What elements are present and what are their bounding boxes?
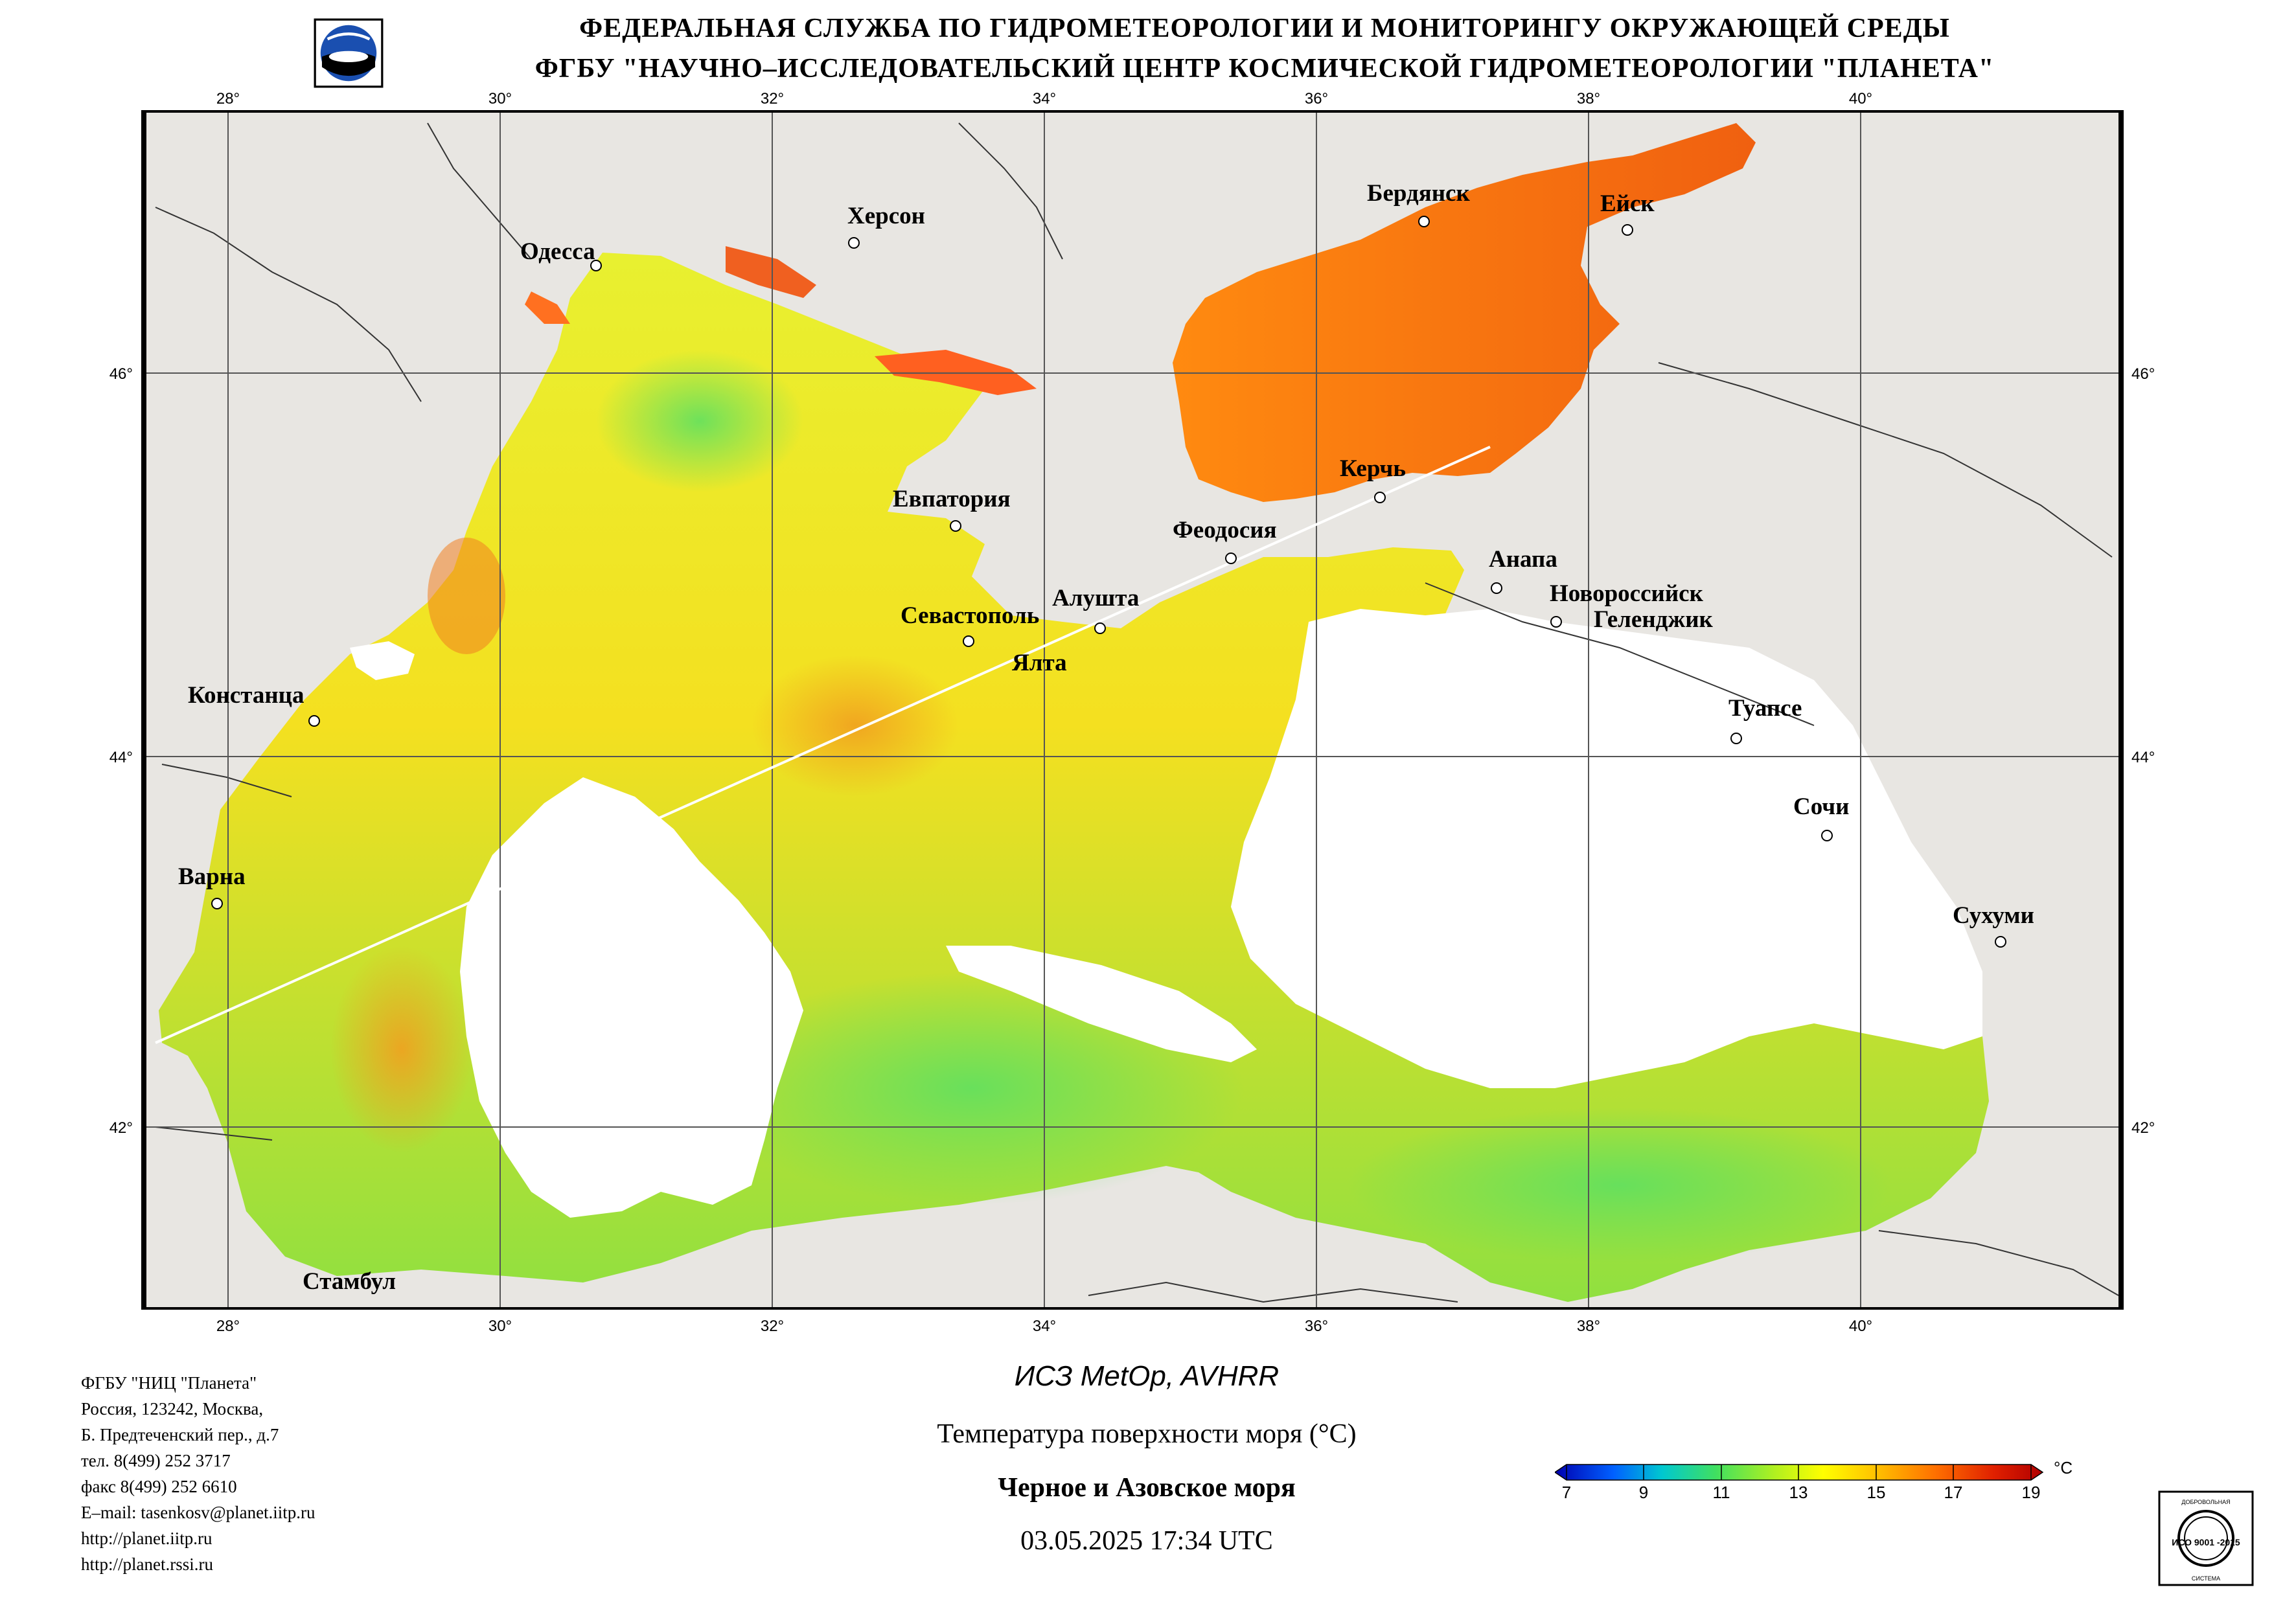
contact-tel: тел. 8(499) 252 3717 bbox=[81, 1451, 231, 1470]
lat-tick: 42° bbox=[2131, 1119, 2155, 1137]
lon-tick: 32° bbox=[761, 90, 784, 108]
green-zone-nw bbox=[596, 350, 803, 492]
header-line-1: ФЕДЕРАЛЬНАЯ СЛУЖБА ПО ГИДРОМЕТЕОРОЛОГИИ … bbox=[579, 14, 1950, 43]
region-caption: Черное и Азовское моря bbox=[998, 1473, 1296, 1503]
lat-labels-right: 46° 44° 42° bbox=[2131, 365, 2155, 1137]
city-label-sochi: Сочи bbox=[1793, 793, 1849, 820]
colorbar-label: 19 bbox=[2022, 1483, 2041, 1499]
iso-certification-badge: ДОБРОВОЛЬНАЯ ИСО 9001 -2015 СИСТЕМА bbox=[2158, 1490, 2254, 1586]
lon-labels-top: 28° 30° 32° 34° 36° 38° 40° bbox=[216, 90, 1872, 108]
colorbar-label: 17 bbox=[1944, 1483, 1963, 1499]
contact-info: ФГБУ "НИЦ "Планета" Россия, 123242, Моск… bbox=[81, 1370, 316, 1577]
colorbar-label: 7 bbox=[1562, 1483, 1571, 1499]
lat-tick: 44° bbox=[109, 749, 133, 766]
lon-tick: 38° bbox=[1577, 90, 1600, 108]
planeta-logo bbox=[314, 18, 384, 88]
contact-address-1: Россия, 123242, Москва, bbox=[81, 1399, 264, 1419]
lon-tick: 36° bbox=[1305, 1317, 1328, 1335]
city-label-evpatoria: Евпатория bbox=[893, 486, 1011, 512]
city-label-sukhumi: Сухуми bbox=[1953, 902, 2034, 929]
city-label-constanta: Констанца bbox=[188, 682, 304, 709]
colorbar: 7 9 11 13 15 17 19 °C bbox=[1555, 1458, 2072, 1499]
cloud-east bbox=[1231, 609, 1982, 1088]
contact-email[interactable]: E–mail: tasenkosv@planet.iitp.ru bbox=[81, 1503, 316, 1522]
lon-tick: 38° bbox=[1577, 1317, 1600, 1335]
city-label-tuapse: Туапсе bbox=[1728, 695, 1802, 722]
city-label-alushta: Алушта bbox=[1052, 585, 1139, 611]
city-label-varna: Варна bbox=[178, 863, 246, 890]
cloud-west-coast bbox=[350, 641, 415, 680]
cloud-west bbox=[460, 777, 803, 1218]
iso-mid-text: ИСО 9001 -2015 bbox=[2172, 1537, 2240, 1547]
city-markers bbox=[211, 216, 2006, 948]
lat-tick: 46° bbox=[2131, 365, 2155, 383]
borders bbox=[155, 122, 2119, 1303]
city-label-istanbul: Стамбул bbox=[303, 1268, 396, 1295]
lat-tick: 46° bbox=[109, 365, 133, 383]
city-label-odessa: Одесса bbox=[520, 238, 595, 265]
lon-labels-bottom: 28° 30° 32° 34° 36° 38° 40° bbox=[216, 1317, 1872, 1335]
colorbar-ticks bbox=[1566, 1465, 2032, 1480]
lon-tick: 30° bbox=[488, 90, 512, 108]
dnieper-liman bbox=[525, 291, 570, 324]
colorbar-label: 13 bbox=[1789, 1483, 1808, 1499]
lat-tick: 42° bbox=[109, 1119, 133, 1137]
karkinit-gulf bbox=[726, 246, 816, 298]
colorbar-label: 9 bbox=[1639, 1483, 1648, 1499]
city-labels: Одесса Херсон Бердянск Ейск Керчь Евпато… bbox=[178, 180, 2034, 1295]
city-label-anapa: Анапа bbox=[1489, 546, 1557, 573]
city-label-berdyansk: Бердянск bbox=[1367, 180, 1470, 207]
colorbar-label: 11 bbox=[1713, 1483, 1730, 1499]
graticule bbox=[143, 111, 2122, 1308]
lon-tick: 34° bbox=[1033, 90, 1056, 108]
city-label-novorossiysk: Новороссийск bbox=[1550, 580, 1704, 607]
green-zone-se bbox=[1348, 1108, 1892, 1263]
iso-bottom-text: СИСТЕМА bbox=[2192, 1575, 2220, 1582]
lat-tick: 44° bbox=[2131, 749, 2155, 766]
city-label-gelendzhik: Геленджик bbox=[1594, 606, 1714, 633]
parameter-caption: Температура поверхности моря (°C) bbox=[937, 1419, 1357, 1449]
city-label-yeysk: Ейск bbox=[1600, 190, 1655, 217]
lon-tick: 28° bbox=[216, 1317, 240, 1335]
contact-url-2[interactable]: http://planet.rssi.ru bbox=[81, 1555, 213, 1574]
city-label-kerch: Керчь bbox=[1340, 455, 1406, 482]
lon-tick: 32° bbox=[761, 1317, 784, 1335]
header-line-2: ФГБУ "НАУЧНО–ИССЛЕДОВАТЕЛЬСКИЙ ЦЕНТР КОС… bbox=[534, 54, 1995, 84]
colorbar-unit: °C bbox=[2054, 1458, 2072, 1477]
contact-fax: факс 8(499) 252 6610 bbox=[81, 1477, 237, 1496]
colorbar-label: 15 bbox=[1867, 1483, 1886, 1499]
lon-tick: 30° bbox=[488, 1317, 512, 1335]
contact-address-2: Б. Предтеченский пер., д.7 bbox=[81, 1425, 279, 1444]
city-label-sevastopol: Севастополь bbox=[901, 602, 1039, 629]
contact-org: ФГБУ "НИЦ "Планета" bbox=[81, 1373, 257, 1393]
lon-tick: 36° bbox=[1305, 90, 1328, 108]
lat-labels-left: 46° 44° 42° bbox=[109, 365, 133, 1137]
lon-tick: 40° bbox=[1849, 1317, 1872, 1335]
city-label-yalta: Ялта bbox=[1012, 650, 1067, 676]
lon-tick: 40° bbox=[1849, 90, 1872, 108]
lon-tick: 28° bbox=[216, 90, 240, 108]
city-label-feodosia: Феодосия bbox=[1173, 517, 1277, 543]
warm-zone-coast bbox=[428, 538, 505, 654]
orbit-seam bbox=[155, 446, 1491, 1044]
cloud-central-band bbox=[946, 946, 1257, 1062]
warm-zone-crimea bbox=[752, 654, 959, 797]
iso-top-text: ДОБРОВОЛЬНАЯ bbox=[2181, 1499, 2230, 1505]
warm-zone-west bbox=[330, 946, 473, 1153]
satellite-caption: ИСЗ MetOp, AVHRR bbox=[1014, 1360, 1280, 1392]
sea-of-azov bbox=[1173, 123, 1756, 502]
contact-url-1[interactable]: http://planet.iitp.ru bbox=[81, 1529, 212, 1548]
lon-tick: 34° bbox=[1033, 1317, 1056, 1335]
datetime-caption: 03.05.2025 17:34 UTC bbox=[1020, 1526, 1273, 1556]
city-label-kherson: Херсон bbox=[847, 203, 925, 229]
